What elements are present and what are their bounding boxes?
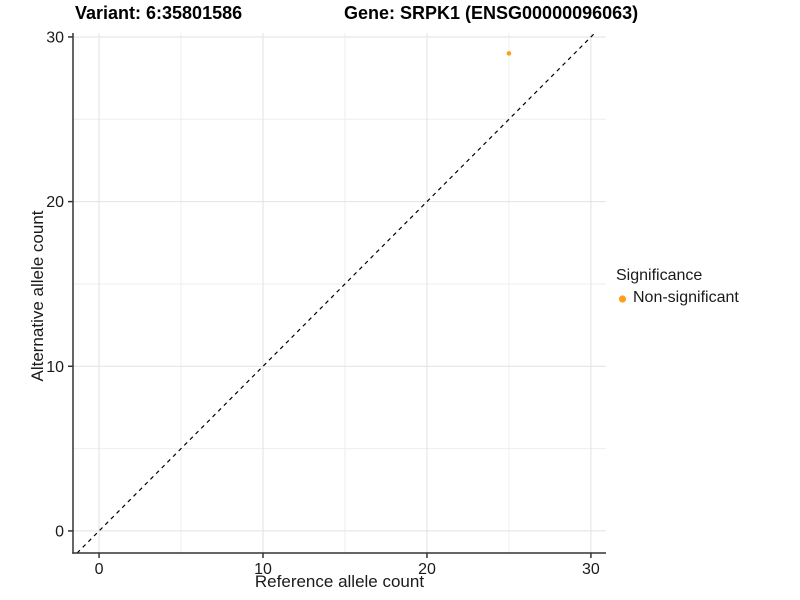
y-tick-label: 30 <box>46 29 64 46</box>
y-tick-label: 0 <box>55 523 64 540</box>
diagonal-reference-line <box>76 32 596 554</box>
x-tick-label: 30 <box>582 561 600 578</box>
legend-title: Significance <box>616 267 703 284</box>
legend-item: Non-significant <box>616 288 739 308</box>
x-tick-label: 20 <box>418 561 436 578</box>
legend-point-swatch <box>618 294 627 303</box>
y-tick-label: 10 <box>46 359 64 376</box>
legend-point-icon <box>618 294 627 303</box>
legend-item-label: Non-significant <box>633 289 739 306</box>
legend: Significance Non-significant <box>616 266 739 308</box>
data-point <box>506 51 512 56</box>
x-axis-title: Reference allele count <box>254 572 425 591</box>
x-tick-label: 10 <box>254 561 272 578</box>
x-tick-label: 0 <box>95 561 104 578</box>
plot-title-gene: Gene: SRPK1 (ENSG00000096063) <box>344 3 639 23</box>
y-axis-title: Alternative allele count <box>28 210 47 382</box>
y-tick-label: 20 <box>46 194 64 211</box>
plot-title-variant: Variant: 6:35801586 <box>75 3 243 23</box>
